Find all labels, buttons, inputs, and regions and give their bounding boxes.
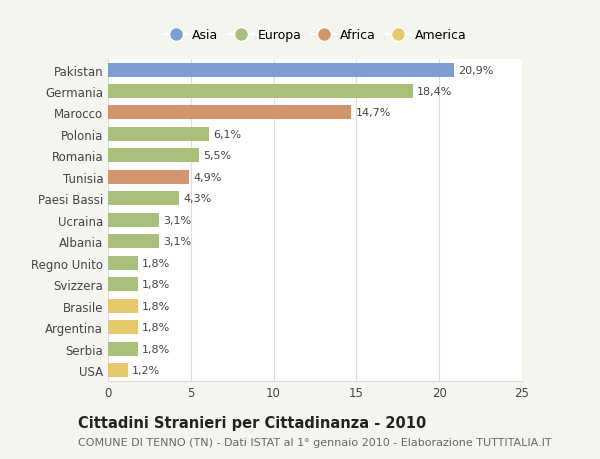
- Text: 18,4%: 18,4%: [417, 87, 452, 97]
- Bar: [108, 213, 160, 227]
- Text: 3,1%: 3,1%: [163, 237, 191, 247]
- Bar: [108, 192, 179, 206]
- Text: 3,1%: 3,1%: [163, 215, 191, 225]
- Bar: [108, 342, 138, 356]
- Text: 4,9%: 4,9%: [193, 173, 221, 183]
- Bar: [108, 63, 454, 77]
- Text: COMUNE DI TENNO (TN) - Dati ISTAT al 1° gennaio 2010 - Elaborazione TUTTITALIA.I: COMUNE DI TENNO (TN) - Dati ISTAT al 1° …: [78, 437, 551, 447]
- Bar: [108, 278, 138, 291]
- Legend: Asia, Europa, Africa, America: Asia, Europa, Africa, America: [158, 24, 472, 47]
- Text: 1,2%: 1,2%: [132, 365, 160, 375]
- Text: 20,9%: 20,9%: [458, 65, 494, 75]
- Text: 5,5%: 5,5%: [203, 151, 232, 161]
- Text: Cittadini Stranieri per Cittadinanza - 2010: Cittadini Stranieri per Cittadinanza - 2…: [78, 415, 426, 431]
- Bar: [108, 235, 160, 249]
- Text: 1,8%: 1,8%: [142, 344, 170, 354]
- Text: 6,1%: 6,1%: [213, 129, 241, 140]
- Bar: [108, 363, 128, 377]
- Text: 1,8%: 1,8%: [142, 280, 170, 290]
- Bar: [108, 320, 138, 334]
- Text: 1,8%: 1,8%: [142, 301, 170, 311]
- Text: 1,8%: 1,8%: [142, 322, 170, 332]
- Bar: [108, 128, 209, 141]
- Bar: [108, 85, 413, 99]
- Bar: [108, 170, 189, 185]
- Bar: [108, 256, 138, 270]
- Bar: [108, 149, 199, 163]
- Bar: [108, 106, 352, 120]
- Bar: [108, 299, 138, 313]
- Text: 4,3%: 4,3%: [184, 194, 212, 204]
- Text: 1,8%: 1,8%: [142, 258, 170, 268]
- Text: 14,7%: 14,7%: [356, 108, 391, 118]
